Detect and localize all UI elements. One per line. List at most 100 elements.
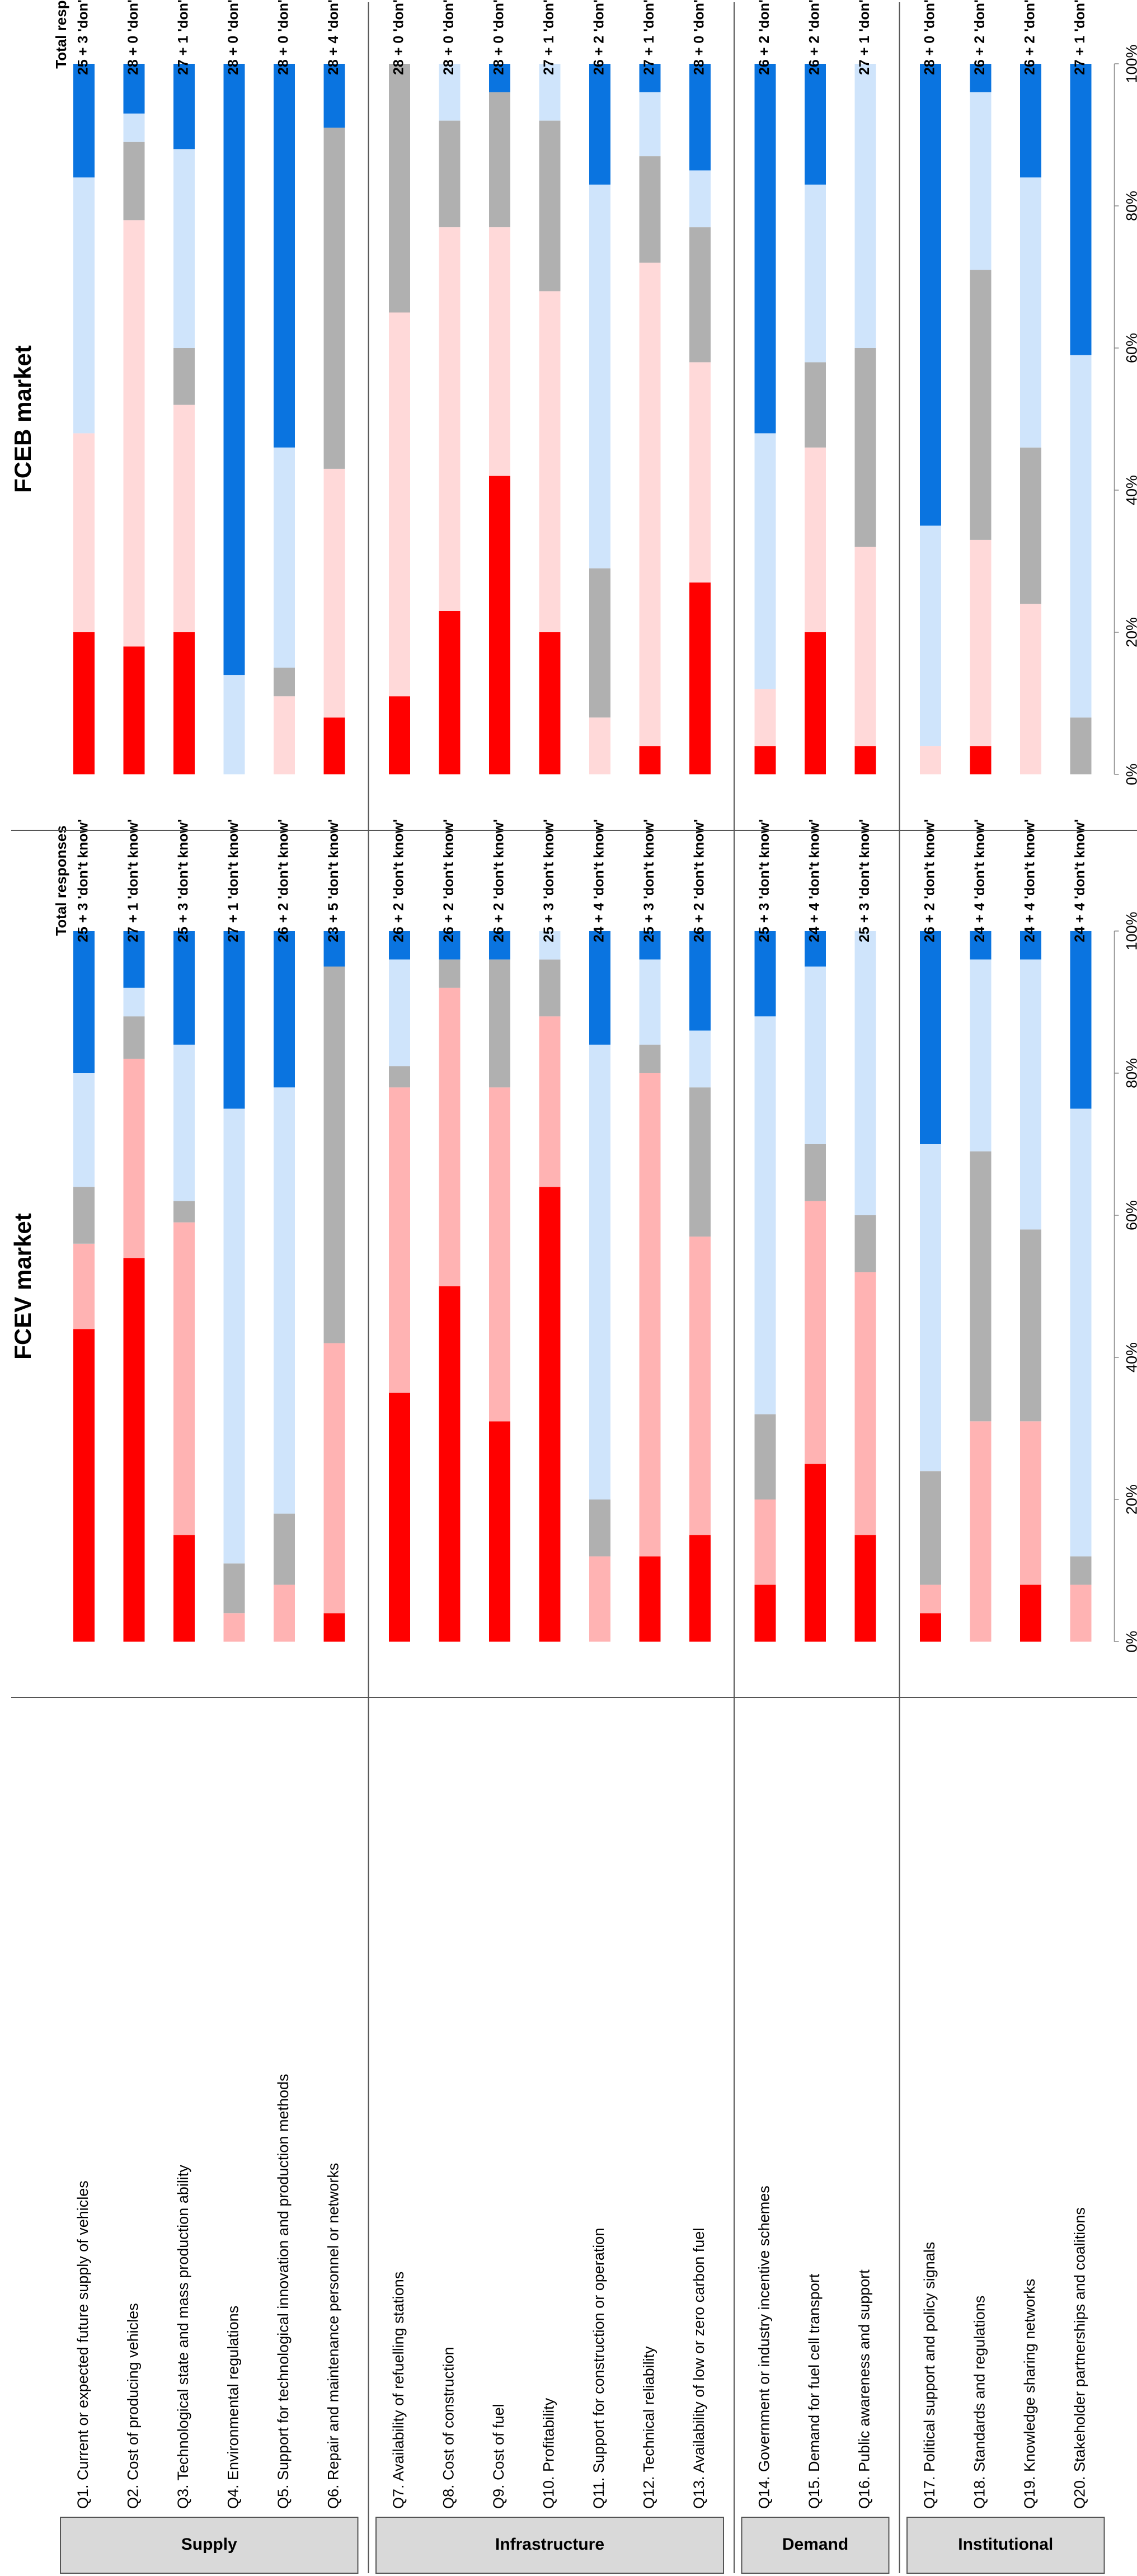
bar-segment-moderate-barrier bbox=[805, 447, 826, 632]
bar-segment-moderate-barrier bbox=[73, 433, 95, 632]
bar-segment-strong-barrier bbox=[389, 696, 410, 774]
question-label: Q5. Support for technological innovation… bbox=[275, 2074, 292, 2509]
bar-segment-moderate-barrier bbox=[970, 539, 992, 746]
chart-title: FCEB market bbox=[10, 345, 36, 493]
bar-segment-moderate-barrier bbox=[274, 1585, 295, 1642]
total-responses-label: 25 + 3 'don't know' bbox=[76, 0, 91, 75]
bar-segment-no-influence bbox=[274, 1513, 295, 1585]
x-tick-label: 100% bbox=[1124, 44, 1137, 83]
bar-segment-moderate-barrier bbox=[274, 696, 295, 774]
bar-segment-moderate-driver bbox=[1020, 177, 1041, 448]
chart-panel-fceb: FCEB market 0% 20% 40% 60% 80% 100% 25 + 3 'don… bbox=[10, 0, 1137, 831]
bar-segment-no-influence bbox=[920, 1471, 941, 1585]
x-tick-label: 80% bbox=[1124, 1058, 1137, 1088]
bar-segment-strong-barrier bbox=[805, 632, 826, 774]
bar-segment-moderate-driver bbox=[689, 170, 711, 228]
bar-segment-strong-driver bbox=[274, 930, 295, 1088]
total-responses-label: 25 + 3 'don't know' bbox=[176, 819, 191, 942]
x-tick-label: 20% bbox=[1124, 1484, 1137, 1515]
bar-segment-strong-barrier bbox=[920, 1613, 941, 1642]
bar-segment-moderate-barrier bbox=[589, 717, 610, 774]
bar-segment-no-influence bbox=[439, 959, 461, 988]
bar-segment-strong-barrier bbox=[854, 1535, 876, 1642]
total-responses-label: 24 + 4 'don't know' bbox=[972, 819, 988, 942]
bar-segment-moderate-driver bbox=[970, 92, 992, 270]
question-label: Q8. Cost of construction bbox=[440, 2347, 457, 2509]
bar-segment-moderate-driver bbox=[274, 1087, 295, 1514]
bar-segment-moderate-barrier bbox=[223, 1613, 245, 1642]
category-label-infrastructure: Infrastructure bbox=[495, 2535, 604, 2554]
bar-segment-no-influence bbox=[123, 1016, 145, 1059]
x-tick-label: 100% bbox=[1124, 911, 1137, 950]
x-tick-label: 0% bbox=[1124, 763, 1137, 785]
bar-segment-strong-barrier bbox=[123, 1258, 145, 1642]
bar-segment-no-influence bbox=[539, 120, 561, 292]
total-responses-label: 27 + 1 'don't know' bbox=[1072, 0, 1088, 75]
bar-segment-moderate-barrier bbox=[1070, 1585, 1092, 1642]
total-responses-label: 28 + 0 'don't know' bbox=[441, 0, 457, 75]
bar-segment-strong-barrier bbox=[439, 1286, 461, 1642]
bar-segment-no-influence bbox=[589, 1499, 610, 1557]
bar-segment-moderate-driver bbox=[274, 447, 295, 668]
total-responses-label: 28 + 4 'don't know' bbox=[326, 0, 341, 75]
total-responses-label: 27 + 1 'don't know' bbox=[125, 819, 141, 942]
bar-segment-strong-driver bbox=[805, 931, 826, 967]
bar-segment-moderate-driver bbox=[173, 1045, 195, 1201]
bar-segment-strong-barrier bbox=[73, 1329, 95, 1642]
total-responses-label: 25 + 3 'don't know' bbox=[76, 819, 91, 942]
bar-segment-strong-barrier bbox=[323, 717, 345, 774]
question-label: Q14. Government or industry incentive sc… bbox=[756, 2185, 773, 2509]
x-tick-label: 40% bbox=[1124, 475, 1137, 505]
bar-segment-moderate-driver bbox=[123, 988, 145, 1017]
bar-segment-no-influence bbox=[970, 270, 992, 540]
category-block-institutional bbox=[906, 2517, 1105, 2574]
bar-segment-no-influence bbox=[173, 1201, 195, 1223]
bar-segment-moderate-barrier bbox=[439, 227, 461, 611]
bar-segment-no-influence bbox=[439, 120, 461, 228]
bar-segment-moderate-barrier bbox=[173, 405, 195, 632]
bar-segment-strong-driver bbox=[123, 931, 145, 988]
bar-segment-no-influence bbox=[123, 142, 145, 220]
bar-segment-moderate-driver bbox=[589, 184, 610, 568]
bar-segment-no-influence bbox=[389, 64, 410, 313]
total-responses-label: 28 + 0 'don't know' bbox=[276, 0, 292, 75]
bar-segment-strong-driver bbox=[920, 931, 941, 1144]
bar-segment-moderate-barrier bbox=[589, 1556, 610, 1642]
bar-segment-strong-driver bbox=[274, 64, 295, 448]
bar-segment-moderate-barrier bbox=[389, 312, 410, 697]
bar-segment-moderate-driver bbox=[439, 64, 461, 121]
bar-segment-strong-driver bbox=[639, 931, 661, 960]
question-label: Q3. Technological state and mass product… bbox=[175, 2165, 191, 2509]
bar-segment-moderate-driver bbox=[639, 92, 661, 157]
bar-segment-moderate-driver bbox=[73, 177, 95, 434]
bar-segment-moderate-barrier bbox=[173, 1222, 195, 1535]
bar-segment-strong-driver bbox=[805, 63, 826, 185]
total-responses-label: 26 + 2 'don't know' bbox=[692, 819, 707, 942]
total-responses-header: Total responses bbox=[53, 0, 69, 69]
bar-segment-strong-driver bbox=[73, 931, 95, 1073]
bar-segment-no-influence bbox=[323, 128, 345, 469]
x-tick-label: 80% bbox=[1124, 191, 1137, 221]
bar-segment-strong-barrier bbox=[489, 1421, 510, 1642]
question-label: Q7. Availability of refuelling stations bbox=[390, 2272, 407, 2509]
bar-segment-moderate-driver bbox=[223, 675, 245, 774]
total-responses-label: 27 + 1 'don't know' bbox=[225, 819, 241, 942]
total-responses-label: 28 + 0 'don't know' bbox=[391, 0, 407, 75]
bar-segment-moderate-barrier bbox=[920, 746, 941, 774]
bar-segment-no-influence bbox=[689, 1087, 711, 1237]
bar-segment-no-influence bbox=[389, 1066, 410, 1088]
bar-segment-no-influence bbox=[323, 966, 345, 1343]
bar-segment-no-influence bbox=[1070, 1556, 1092, 1585]
bar-segment-strong-driver bbox=[123, 63, 145, 114]
bar-segment-strong-driver bbox=[1020, 931, 1041, 960]
bar-segment-moderate-driver bbox=[805, 184, 826, 363]
bar-segment-moderate-barrier bbox=[854, 1272, 876, 1535]
bar-segment-strong-barrier bbox=[754, 1585, 776, 1642]
category-block-supply bbox=[60, 2517, 359, 2574]
total-responses-label: 26 + 2 'don't know' bbox=[807, 0, 823, 75]
bar-segment-strong-barrier bbox=[1020, 1585, 1041, 1642]
bar-segment-strong-barrier bbox=[539, 1187, 561, 1642]
total-responses-label: 23 + 5 'don't know' bbox=[326, 819, 341, 942]
bar-segment-moderate-driver bbox=[173, 149, 195, 348]
